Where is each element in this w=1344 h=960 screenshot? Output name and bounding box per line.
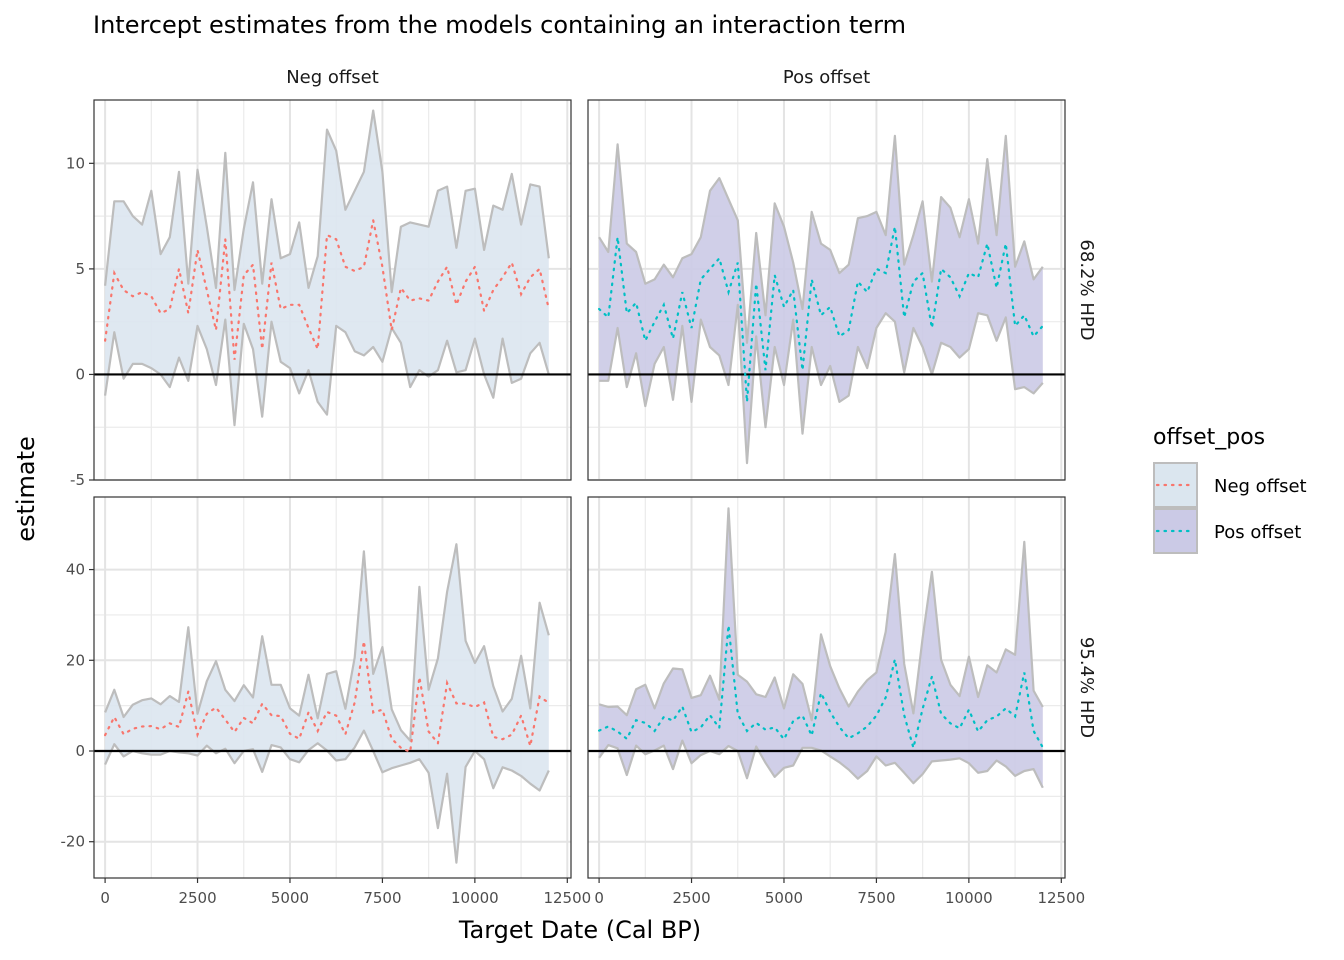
- estimate-line: [597, 625, 1044, 753]
- upper-bound-line: [104, 543, 550, 742]
- panel-1: [587, 99, 1066, 481]
- panel-border: [93, 496, 572, 879]
- interval-band: [105, 544, 549, 863]
- interval-band: [599, 135, 1043, 464]
- legend-key-swatch: [1153, 462, 1198, 508]
- panel-2: -20 0 20 40 0 2500 5000 7500 10000 12500: [61, 496, 591, 907]
- legend-entry: Pos offset: [1153, 508, 1301, 554]
- x-tick-label: 5000: [271, 889, 309, 907]
- legend-title: offset_pos: [1153, 425, 1265, 450]
- legend-label: Neg offset: [1214, 476, 1307, 497]
- y-tick-label: 0: [75, 742, 85, 760]
- row-strip-label: 95.4% HPD: [1076, 637, 1097, 738]
- x-tick-label: 7500: [857, 889, 895, 907]
- column-strip-label: Neg offset: [286, 67, 379, 88]
- x-tick-label: 12500: [1037, 889, 1085, 907]
- panel-border: [587, 496, 1066, 879]
- y-tick-label: 40: [66, 561, 85, 579]
- x-tick-label: 5000: [765, 889, 803, 907]
- x-tick-label: 7500: [363, 889, 401, 907]
- panel-border: [93, 99, 572, 481]
- panel-3: 0 2500 5000 7500 10000 12500: [587, 496, 1085, 907]
- x-tick-label: 0: [100, 889, 110, 907]
- column-strip-label: Pos offset: [783, 67, 870, 88]
- estimate-line: [103, 641, 550, 754]
- panel-0: -5 0 5 10: [66, 99, 572, 489]
- upper-bound-line: [598, 134, 1044, 344]
- y-tick-label: 5: [75, 260, 85, 278]
- x-tick-label: 10000: [451, 889, 499, 907]
- row-strip-label: 68.2% HPD: [1076, 239, 1097, 340]
- x-tick-label: 2500: [178, 889, 216, 907]
- y-tick-label: 0: [75, 365, 85, 383]
- legend-entry: Neg offset: [1153, 462, 1307, 508]
- lower-bound-line: [104, 318, 550, 427]
- y-axis-label: estimate: [12, 436, 40, 542]
- y-tick-label: 10: [66, 154, 85, 172]
- legend: offset_pos Neg offset Pos offset: [1153, 425, 1307, 554]
- x-tick-label: 2500: [672, 889, 710, 907]
- panel-border: [587, 99, 1066, 481]
- legend-key-swatch: [1153, 508, 1198, 554]
- lower-bound-line: [599, 303, 1044, 465]
- y-tick-label: 20: [66, 651, 85, 669]
- x-axis-label: Target Date (Cal BP): [458, 916, 701, 944]
- x-tick-label: 10000: [945, 889, 993, 907]
- upper-bound-line: [598, 507, 1044, 722]
- y-tick-label: -20: [61, 833, 86, 851]
- upper-bound-line: [104, 109, 550, 294]
- interval-band: [105, 110, 549, 426]
- chart-title: Intercept estimates from the models cont…: [93, 11, 906, 39]
- y-tick-label: -5: [70, 471, 85, 489]
- x-tick-label: 12500: [543, 889, 591, 907]
- x-tick-label: 0: [594, 889, 604, 907]
- legend-label: Pos offset: [1214, 522, 1301, 543]
- estimate-line: [103, 220, 550, 360]
